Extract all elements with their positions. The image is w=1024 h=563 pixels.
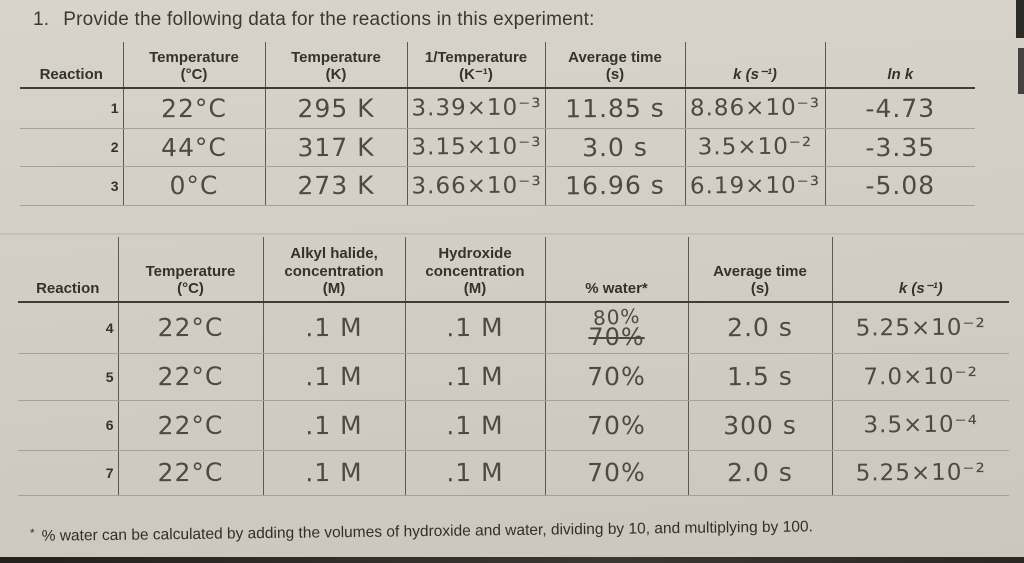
footnote-text: % water can be calculated by adding the … — [41, 518, 813, 545]
footnote-asterisk: * — [29, 525, 35, 540]
t2-r7-k: 5.25×10⁻² — [831, 449, 1010, 496]
t2-header-hydroxide: Hydroxide concentration (M) — [404, 237, 545, 303]
t2-r5-reaction: 5 — [18, 353, 118, 401]
t1-r3-reaction: 3 — [20, 166, 123, 206]
t2-r7-hydroxide: .1 M — [404, 449, 546, 496]
t2-row-6: 6 22°C .1 M .1 M 70% 300 s 3.5×10⁻⁴ — [18, 399, 1010, 451]
t2-r6-temp-c: 22°C — [117, 399, 264, 451]
t1-r3-temp-c: 0°C — [122, 165, 266, 206]
t1-r2-ln-k: -3.35 — [824, 127, 976, 167]
t1-r2-reaction: 2 — [20, 128, 123, 167]
t1-r3-avg-time: 16.96 s — [544, 165, 686, 206]
t1-header-k: k (s⁻¹) — [684, 42, 825, 89]
t2-r7-avg-time: 2.0 s — [687, 449, 833, 496]
t1-r3-ln-k: -5.08 — [824, 165, 976, 206]
t2-r5-k: 7.0×10⁻² — [831, 352, 1010, 401]
t1-r1-temp-k: 295 K — [264, 87, 408, 129]
photo-edge-artifact — [1016, 0, 1024, 38]
t1-r2-k: 3.5×10⁻² — [684, 127, 826, 167]
t1-header-temp-k: Temperature (K) — [264, 42, 407, 89]
percent-water-footnote: * % water can be calculated by adding the… — [30, 514, 1000, 546]
t1-row-2: 2 44°C 317 K 3.15×10⁻³ 3.0 s 3.5×10⁻² -3… — [20, 127, 976, 167]
t2-r6-alkyl: .1 M — [262, 399, 406, 451]
t2-r6-percent-water: 70% — [544, 399, 689, 451]
t2-r5-hydroxide: .1 M — [404, 352, 546, 401]
t1-header-row: Reaction Temperature (°C) Temperature (K… — [20, 42, 975, 89]
t2-header-alkyl-halide: Alkyl halide, concentration (M) — [262, 237, 405, 303]
t2-r7-percent-water: 70% — [544, 449, 689, 496]
t1-row-1: 1 22°C 295 K 3.39×10⁻³ 11.85 s 8.86×10⁻³… — [20, 87, 976, 129]
question-number: 1. — [33, 9, 50, 30]
t2-row-5: 5 22°C .1 M .1 M 70% 1.5 s 7.0×10⁻² — [18, 352, 1010, 401]
t1-r2-avg-time: 3.0 s — [544, 127, 686, 167]
t1-r1-k: 8.86×10⁻³ — [684, 87, 826, 129]
t2-header-reaction: Reaction — [18, 237, 118, 303]
t2-header-avg-time: Average time (s) — [687, 237, 832, 303]
table-temperature-study: Reaction Temperature (°C) Temperature (K… — [20, 42, 976, 206]
t2-r7-reaction: 7 — [18, 450, 118, 496]
t2-header-row: Reaction Temperature (°C) Alkyl halide, … — [18, 237, 1009, 303]
t2-r6-hydroxide: .1 M — [404, 399, 546, 451]
t1-r1-inv-temp: 3.39×10⁻³ — [406, 87, 546, 129]
photo-bottom-edge — [0, 557, 1024, 563]
t1-r3-temp-k: 273 K — [264, 165, 408, 206]
t1-row-3: 3 0°C 273 K 3.66×10⁻³ 16.96 s 6.19×10⁻³ … — [20, 165, 976, 206]
t2-r7-alkyl: .1 M — [262, 449, 406, 496]
t2-r4-alkyl: .1 M — [262, 301, 406, 354]
t2-header-percent-water: % water* — [544, 237, 688, 303]
t2-r5-temp-c: 22°C — [117, 352, 264, 401]
t1-header-reaction: Reaction — [20, 42, 123, 89]
t2-r4-hydroxide: .1 M — [404, 301, 546, 354]
t1-header-avg-time: Average time (s) — [544, 42, 685, 89]
t2-r5-percent-water: 70% — [544, 352, 689, 401]
t1-r2-temp-k: 317 K — [264, 127, 408, 167]
t1-r2-inv-temp: 3.15×10⁻³ — [406, 127, 546, 167]
t1-r3-inv-temp: 3.66×10⁻³ — [406, 165, 546, 206]
question-text: Provide the following data for the react… — [63, 9, 595, 30]
t2-r4-water-crossed-out: 70% — [588, 322, 645, 351]
t2-r4-temp-c: 22°C — [117, 301, 264, 354]
t1-header-temp-c: Temperature (°C) — [122, 42, 265, 89]
t2-row-4: 4 22°C .1 M .1 M 80% 70% 2.0 s 5.25×10⁻² — [18, 301, 1010, 354]
t1-r2-temp-c: 44°C — [122, 127, 266, 167]
t1-r1-avg-time: 11.85 s — [544, 87, 686, 129]
t1-r1-ln-k: -4.73 — [824, 87, 976, 129]
table-concentration-study: Reaction Temperature (°C) Alkyl halide, … — [18, 237, 1010, 496]
photo-edge-artifact — [1018, 48, 1024, 94]
t2-r5-avg-time: 1.5 s — [687, 352, 833, 401]
t2-r6-k: 3.5×10⁻⁴ — [831, 399, 1010, 451]
t2-r6-reaction: 6 — [18, 400, 118, 451]
t2-header-temp-c: Temperature (°C) — [117, 237, 263, 303]
t1-r1-reaction: 1 — [20, 88, 123, 129]
t1-r1-temp-c: 22°C — [122, 87, 266, 129]
t2-r4-k: 5.25×10⁻² — [831, 301, 1010, 354]
t2-r7-temp-c: 22°C — [117, 449, 264, 496]
question-title: 1. Provide the following data for the rea… — [33, 9, 595, 31]
paper-crease — [0, 233, 1024, 235]
t2-r4-water-corrected: 80% — [592, 303, 641, 330]
t2-header-k: k (s⁻¹) — [831, 237, 1009, 303]
t1-header-inv-temp: 1/Temperature (K⁻¹) — [406, 42, 545, 89]
t1-r3-k: 6.19×10⁻³ — [684, 165, 826, 206]
t2-r4-avg-time: 2.0 s — [687, 301, 833, 354]
t2-r4-percent-water: 80% 70% — [544, 302, 688, 354]
t2-row-7: 7 22°C .1 M .1 M 70% 2.0 s 5.25×10⁻² — [18, 449, 1010, 496]
t2-r4-reaction: 4 — [18, 302, 118, 354]
t1-header-ln-k: ln k — [824, 42, 975, 89]
t2-r5-alkyl: .1 M — [262, 352, 406, 401]
t2-r6-avg-time: 300 s — [687, 399, 833, 451]
